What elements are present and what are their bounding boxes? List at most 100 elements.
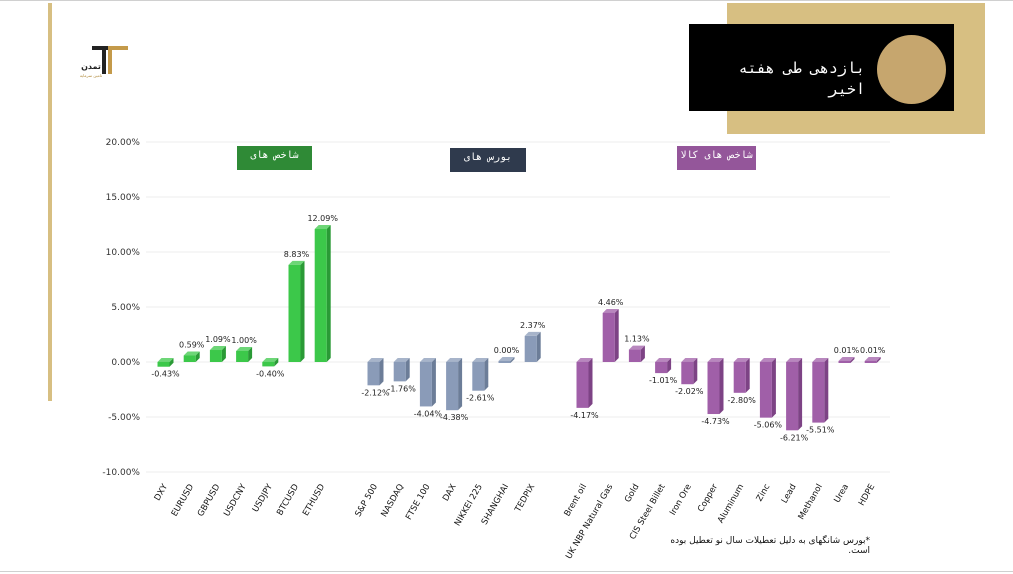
bar [236, 351, 249, 362]
bar [393, 362, 406, 382]
bar-top [681, 358, 698, 362]
bar [472, 362, 485, 391]
bar-top [707, 358, 724, 362]
bar-side [667, 358, 672, 374]
x-tick-label: TEDPIX [513, 482, 538, 514]
bar [314, 229, 327, 362]
x-tick-label: S&P 500 [353, 483, 380, 519]
data-label: 1.09% [205, 335, 231, 344]
bar-side [484, 358, 489, 391]
bar-top [759, 358, 776, 362]
group-label-stock-exchanges: بورس های [450, 148, 526, 172]
data-label: -0.43% [151, 370, 180, 379]
bar-side [876, 357, 881, 363]
bar [446, 362, 459, 411]
x-tick-label: DXY [153, 482, 171, 503]
x-tick-label: GBPUSD [196, 482, 223, 518]
bar-side [169, 358, 174, 367]
bar-top [183, 351, 200, 356]
x-tick-label: Aluminum [716, 483, 746, 525]
x-tick-label: USDJPY [251, 482, 275, 514]
bar-side [221, 346, 226, 362]
bottom-border [0, 571, 1013, 572]
x-tick-label: Iron Ore [668, 483, 694, 518]
footnote: *بورس شانگهای به دلیل تعطیلات سال نو تعط… [670, 536, 870, 556]
bar [209, 350, 222, 362]
y-tick-label: -5.00% [108, 413, 140, 423]
x-tick-label: Brent oil [563, 483, 590, 519]
bar-side [771, 358, 776, 418]
y-tick-label: 15.00% [106, 193, 141, 203]
bar-top [157, 358, 174, 362]
bar-top [733, 358, 750, 362]
data-label: -4.17% [570, 411, 599, 420]
left-accent-rule [48, 3, 52, 401]
bar [707, 362, 720, 415]
bar-top [393, 358, 410, 362]
bar-side [614, 308, 619, 362]
x-tick-label: Lead [780, 483, 799, 506]
data-label: -2.12% [361, 388, 390, 397]
bar-side [274, 358, 279, 367]
bar-top [288, 260, 305, 265]
x-tick-label: HDPE [857, 483, 877, 508]
bar [524, 335, 537, 362]
bar [602, 312, 615, 362]
bar [864, 361, 877, 363]
bar [628, 349, 641, 362]
bar-top [314, 225, 331, 230]
x-tick-label: FTSE 100 [404, 483, 432, 522]
x-tick-label: USDCNY [222, 482, 249, 519]
bar-top [236, 347, 253, 351]
x-tick-label: ETHUSD [301, 482, 327, 518]
x-tick-label: Urea [832, 483, 851, 505]
y-tick-label: 0.00% [111, 358, 140, 368]
y-tick-label: 10.00% [106, 248, 141, 258]
bar-top [209, 346, 226, 351]
bar [759, 362, 772, 418]
x-tick-label: UK NBP Natural Gas [564, 482, 615, 561]
bar-side [850, 357, 855, 363]
bar-top [498, 357, 515, 361]
bar [681, 362, 694, 385]
data-label: 0.01% [860, 346, 886, 355]
bar-side [693, 358, 698, 385]
bar-top [786, 358, 803, 362]
bar [498, 361, 511, 363]
bar-side [379, 358, 384, 386]
bar [419, 362, 432, 407]
data-label: -5.06% [754, 421, 783, 430]
x-tick-label: NASDAQ [379, 482, 406, 519]
bar [812, 362, 825, 423]
data-label: 1.13% [624, 335, 650, 344]
data-label: -5.51% [806, 426, 835, 435]
bar-top [576, 358, 593, 362]
x-tick-label: EURUSD [170, 482, 197, 518]
bar-side [536, 331, 541, 362]
x-tick-label: DAX [441, 482, 459, 503]
page-title: بازدهی طی هفته اخیر [738, 59, 865, 98]
y-tick-label: 20.00% [106, 138, 141, 148]
bar-side [824, 358, 829, 423]
bar-top [838, 357, 855, 361]
bar-side [431, 358, 436, 407]
bar-top [812, 358, 829, 362]
y-tick-label: 5.00% [111, 303, 140, 313]
bar-side [640, 345, 645, 362]
data-label: -4.73% [701, 417, 730, 426]
company-logo [92, 46, 128, 74]
data-label: 12.09% [307, 214, 338, 223]
bar-top [472, 358, 489, 362]
data-label: -6.21% [780, 433, 809, 442]
data-label: 0.01% [834, 346, 860, 355]
bar [576, 362, 589, 408]
bar-top [524, 331, 541, 336]
title-circle-ornament [877, 35, 946, 104]
bar-top [262, 358, 279, 362]
bar-top [367, 358, 384, 362]
bar [262, 362, 275, 367]
bar [157, 362, 170, 367]
data-label: -4.38% [440, 413, 469, 422]
bar-side [458, 358, 463, 411]
